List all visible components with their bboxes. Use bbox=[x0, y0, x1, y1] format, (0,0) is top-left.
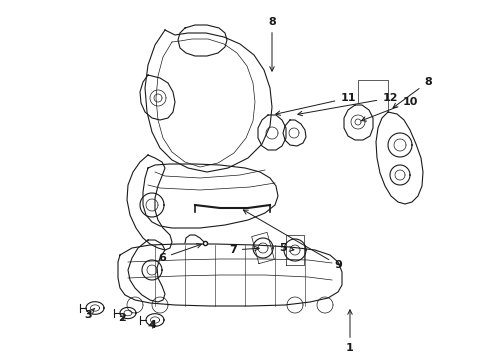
Text: 8: 8 bbox=[393, 77, 432, 108]
Text: 12: 12 bbox=[298, 93, 398, 116]
Text: 10: 10 bbox=[362, 97, 417, 121]
Text: 11: 11 bbox=[276, 93, 356, 115]
Text: 7: 7 bbox=[229, 245, 259, 255]
Text: 6: 6 bbox=[158, 244, 201, 263]
Text: 1: 1 bbox=[346, 310, 354, 353]
Text: 5: 5 bbox=[279, 243, 294, 253]
Text: 9: 9 bbox=[244, 210, 342, 270]
Text: 3: 3 bbox=[84, 309, 95, 320]
Text: 2: 2 bbox=[118, 313, 126, 323]
Text: 4: 4 bbox=[148, 320, 156, 330]
Text: 8: 8 bbox=[268, 17, 276, 71]
